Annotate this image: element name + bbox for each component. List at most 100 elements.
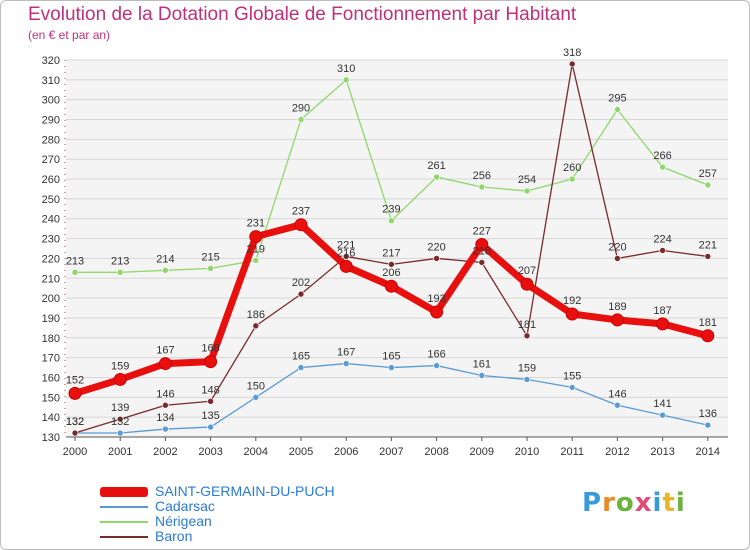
- data-point: [568, 175, 576, 183]
- data-point: [659, 247, 666, 254]
- data-point: [610, 313, 624, 327]
- data-point: [520, 277, 534, 291]
- data-label: 189: [608, 301, 626, 313]
- y-tick-label: 270: [42, 154, 60, 166]
- x-tick-label: 2001: [108, 446, 132, 458]
- data-point: [430, 305, 444, 319]
- data-label: 213: [66, 255, 84, 267]
- x-tick-label: 2013: [650, 446, 674, 458]
- data-label: 132: [66, 416, 84, 428]
- x-tick-label: 2014: [696, 446, 720, 458]
- data-point: [433, 362, 440, 369]
- data-label: 216: [337, 247, 355, 259]
- data-label: 134: [156, 412, 174, 424]
- data-point: [523, 376, 531, 383]
- data-label: 187: [653, 305, 671, 317]
- x-tick-label: 2000: [63, 446, 87, 458]
- logo-letter: o: [615, 488, 635, 518]
- data-label: 146: [608, 388, 626, 400]
- data-label: 167: [156, 345, 174, 357]
- data-point: [701, 329, 715, 343]
- y-tick-label: 260: [42, 174, 60, 186]
- legend-swatch: [100, 487, 148, 497]
- data-label: 214: [156, 253, 174, 265]
- chart-title: Evolution de la Dotation Globale de Fonc…: [28, 4, 577, 25]
- data-label: 257: [699, 168, 717, 180]
- data-label: 290: [292, 103, 310, 115]
- data-point: [523, 332, 531, 340]
- x-tick-label: 2012: [605, 446, 629, 458]
- data-point: [116, 269, 124, 276]
- data-point: [342, 253, 350, 260]
- data-label: 168: [201, 343, 219, 355]
- data-point: [339, 259, 353, 273]
- legend-label: Cadarsac: [155, 498, 215, 514]
- data-label: 237: [292, 206, 310, 218]
- data-label: 152: [66, 374, 84, 386]
- y-tick-label: 160: [42, 372, 60, 384]
- x-tick-label: 2006: [334, 446, 358, 458]
- data-point: [116, 429, 124, 437]
- data-point: [252, 394, 260, 401]
- data-label: 256: [473, 170, 491, 182]
- data-point: [158, 357, 172, 371]
- data-point: [565, 307, 579, 321]
- data-label: 155: [563, 370, 581, 382]
- data-label: 132: [66, 416, 84, 428]
- data-label: 193: [427, 293, 445, 305]
- data-point: [71, 429, 79, 437]
- data-point: [384, 279, 398, 293]
- data-label: 159: [111, 360, 129, 372]
- x-tick-label: 2007: [379, 446, 403, 458]
- data-point: [71, 269, 79, 276]
- proxiti-logo: Proxiti: [582, 488, 686, 518]
- data-label: 166: [427, 349, 445, 361]
- data-label: 206: [382, 267, 400, 279]
- legend-swatch: [100, 536, 148, 538]
- data-label: 260: [563, 162, 581, 174]
- y-tick-label: 190: [42, 313, 60, 325]
- data-label: 218: [473, 245, 491, 257]
- x-tick-label: 2010: [515, 446, 539, 458]
- data-point: [388, 217, 395, 225]
- data-label: 318: [563, 47, 581, 59]
- legend-swatch: [100, 506, 148, 508]
- data-label: 136: [699, 408, 717, 420]
- data-point: [204, 355, 218, 369]
- x-tick-label: 2004: [244, 446, 268, 458]
- data-point: [659, 411, 666, 419]
- data-point: [478, 259, 486, 266]
- data-label: 161: [473, 358, 491, 370]
- data-label: 227: [473, 226, 491, 238]
- data-label: 132: [111, 416, 129, 428]
- data-label: 165: [292, 351, 310, 363]
- data-label: 231: [247, 218, 265, 230]
- y-tick-label: 180: [42, 333, 60, 345]
- data-point: [433, 255, 440, 262]
- data-label: 295: [608, 93, 626, 105]
- logo-letter: P: [582, 488, 603, 518]
- y-tick-label: 240: [42, 214, 60, 226]
- data-point: [704, 253, 712, 260]
- data-point: [659, 163, 666, 171]
- data-point: [249, 230, 263, 244]
- data-point: [614, 106, 621, 113]
- data-point: [614, 401, 621, 409]
- data-point: [568, 384, 576, 391]
- y-tick-label: 280: [42, 134, 60, 146]
- data-point: [297, 364, 305, 371]
- data-point: [433, 173, 440, 181]
- data-label: 202: [292, 277, 310, 289]
- data-label: 139: [111, 402, 129, 414]
- data-point: [475, 238, 489, 252]
- data-point: [523, 187, 531, 195]
- data-label: 181: [699, 317, 717, 329]
- logo-letter: x: [634, 488, 653, 518]
- x-tick-label: 2003: [198, 446, 222, 458]
- data-point: [113, 372, 127, 386]
- chart-subtitle: (en € et par an): [28, 28, 111, 42]
- data-label: 167: [337, 347, 355, 359]
- data-label: 159: [518, 362, 536, 374]
- data-point: [478, 372, 486, 379]
